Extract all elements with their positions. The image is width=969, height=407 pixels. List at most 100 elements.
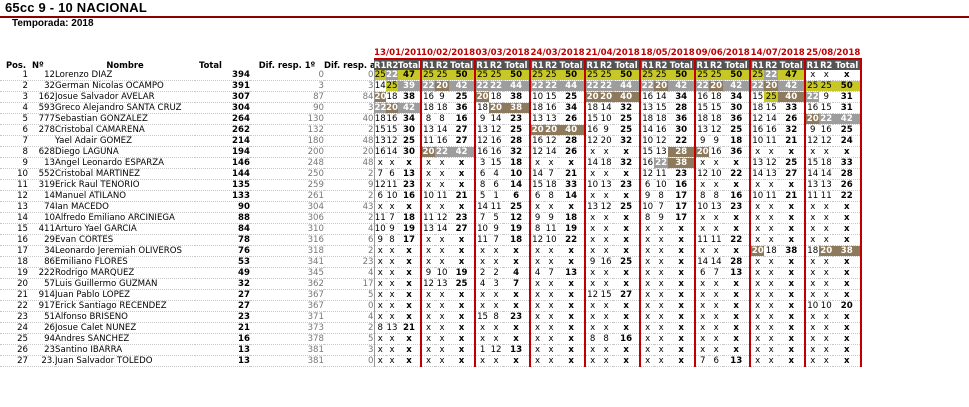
race1-points-cell: 20 bbox=[805, 113, 820, 125]
race-total-cell: x bbox=[833, 70, 863, 81]
table-row: 4 593 Greco Alejandro SANTA CRUZ 304 90 3 22 20… bbox=[0, 102, 863, 114]
race1-points-cell: 18 bbox=[530, 102, 545, 114]
race2-points-cell: 10 bbox=[654, 179, 669, 191]
race-total-cell: 23 bbox=[668, 168, 697, 180]
race-total-cell: x bbox=[613, 311, 642, 323]
race2-points-cell: x bbox=[654, 267, 669, 279]
race-total-cell: x bbox=[833, 223, 863, 235]
gap-first-cell: 362 bbox=[250, 278, 324, 290]
race-total-cell: 25 bbox=[449, 278, 477, 290]
race-total-cell: x bbox=[778, 223, 807, 235]
race2-points-cell: x bbox=[709, 333, 724, 345]
race2-points-cell: 20 bbox=[435, 80, 450, 92]
total-points-cell: 13 bbox=[195, 355, 250, 367]
race2-points-cell: 8 bbox=[599, 333, 614, 345]
race2-points-cell: x bbox=[544, 333, 559, 345]
race-total-cell: 42 bbox=[668, 80, 697, 92]
race-total-cell: 27 bbox=[449, 135, 477, 147]
gap-first-cell: 248 bbox=[250, 157, 324, 169]
header-race1: R1 bbox=[421, 59, 436, 70]
race2-points-cell: 16 bbox=[544, 102, 559, 114]
race-total-cell: x bbox=[558, 355, 587, 367]
race-total-cell: 32 bbox=[613, 157, 642, 169]
race-total-cell: 19 bbox=[558, 223, 587, 235]
race-total-cell: x bbox=[613, 223, 642, 235]
race1-points-cell: 15 bbox=[805, 157, 820, 169]
race1-points-cell: x bbox=[421, 245, 436, 257]
table-row: 15 411 Arturo Yael GARCIA 84 310 4 10 9 19 13 14 27… bbox=[0, 223, 863, 235]
race1-points-cell: 15 bbox=[530, 179, 545, 191]
race-total-cell: x bbox=[778, 179, 807, 191]
race-total-cell: 34 bbox=[398, 113, 423, 125]
race1-points-cell: x bbox=[805, 333, 820, 345]
rider-name-cell: Diego LAGUNA bbox=[55, 146, 195, 158]
race-total-cell: 14 bbox=[558, 190, 587, 202]
race2-points-cell: 22 bbox=[764, 70, 779, 81]
race2-points-cell: x bbox=[544, 245, 559, 257]
gap-previous-cell: 48 bbox=[324, 157, 375, 169]
race1-points-cell: x bbox=[585, 212, 600, 224]
race1-points-cell: x bbox=[805, 344, 820, 356]
race-total-cell: 26 bbox=[778, 113, 807, 125]
race2-points-cell: x bbox=[819, 289, 834, 301]
race1-points-cell: x bbox=[750, 146, 765, 158]
race2-points-cell: x bbox=[764, 289, 779, 301]
race2-points-cell: x bbox=[544, 322, 559, 334]
race2-points-cell: 18 bbox=[654, 113, 669, 125]
race-total-cell: x bbox=[778, 234, 807, 246]
race2-points-cell: 25 bbox=[654, 70, 669, 81]
race2-points-cell: x bbox=[489, 245, 504, 257]
race-total-cell: 32 bbox=[613, 102, 642, 114]
race1-points-cell: x bbox=[750, 234, 765, 246]
race2-points-cell: 11 bbox=[544, 223, 559, 235]
race1-points-cell: x bbox=[695, 223, 710, 235]
race2-points-cell: x bbox=[709, 179, 724, 191]
header-race-total: Total bbox=[833, 59, 863, 70]
race-total-cell: 25 bbox=[449, 91, 477, 103]
race-total-cell: x bbox=[558, 289, 587, 301]
rider-name-cell: Rodrigo MARQUEZ bbox=[55, 267, 195, 279]
race1-points-cell: 22 bbox=[475, 80, 490, 92]
gap-previous-cell: 48 bbox=[324, 135, 375, 147]
rider-number-cell: 12 bbox=[28, 70, 55, 81]
race1-points-cell: x bbox=[805, 234, 820, 246]
gap-previous-cell: 2 bbox=[324, 190, 375, 202]
race2-points-cell: 12 bbox=[819, 135, 834, 147]
race-total-cell: 19 bbox=[449, 267, 477, 279]
race2-points-cell: x bbox=[764, 212, 779, 224]
race-total-cell: x bbox=[613, 300, 642, 312]
race1-points-cell: 9 bbox=[640, 190, 655, 202]
race1-points-cell: x bbox=[475, 245, 490, 257]
race-total-cell: 36 bbox=[723, 146, 752, 158]
race1-points-cell: 12 bbox=[374, 179, 386, 191]
race-total-cell: x bbox=[668, 355, 697, 367]
gap-first-cell: 180 bbox=[250, 135, 324, 147]
race2-points-cell: x bbox=[435, 289, 450, 301]
race1-points-cell: x bbox=[640, 300, 655, 312]
total-points-cell: 76 bbox=[195, 245, 250, 257]
race-total-cell: x bbox=[723, 311, 752, 323]
race2-points-cell: 10 bbox=[819, 300, 834, 312]
race2-points-cell: 6 bbox=[489, 179, 504, 191]
race1-points-cell: x bbox=[805, 267, 820, 279]
race1-points-cell: 13 bbox=[750, 157, 765, 169]
race2-points-cell: 11 bbox=[435, 190, 450, 202]
race2-points-cell: x bbox=[819, 256, 834, 268]
race2-points-cell: x bbox=[764, 278, 779, 290]
race-total-cell: x bbox=[613, 344, 642, 356]
position-cell: 21 bbox=[0, 289, 28, 301]
race1-points-cell: 22 bbox=[374, 102, 386, 114]
race1-points-cell: 25 bbox=[585, 70, 600, 81]
rider-number-cell: 86 bbox=[28, 256, 55, 268]
race-total-cell: 50 bbox=[833, 80, 863, 92]
race-total-cell: x bbox=[398, 245, 423, 257]
race1-points-cell: x bbox=[374, 278, 386, 290]
race2-points-cell: x bbox=[599, 234, 614, 246]
total-points-cell: 214 bbox=[195, 135, 250, 147]
race1-points-cell: 15 bbox=[374, 124, 386, 136]
race-total-cell: x bbox=[398, 289, 423, 301]
position-cell: 1 bbox=[0, 70, 28, 81]
race2-points-cell: x bbox=[386, 300, 398, 312]
race1-points-cell: x bbox=[805, 212, 820, 224]
rider-number-cell: 57 bbox=[28, 278, 55, 290]
